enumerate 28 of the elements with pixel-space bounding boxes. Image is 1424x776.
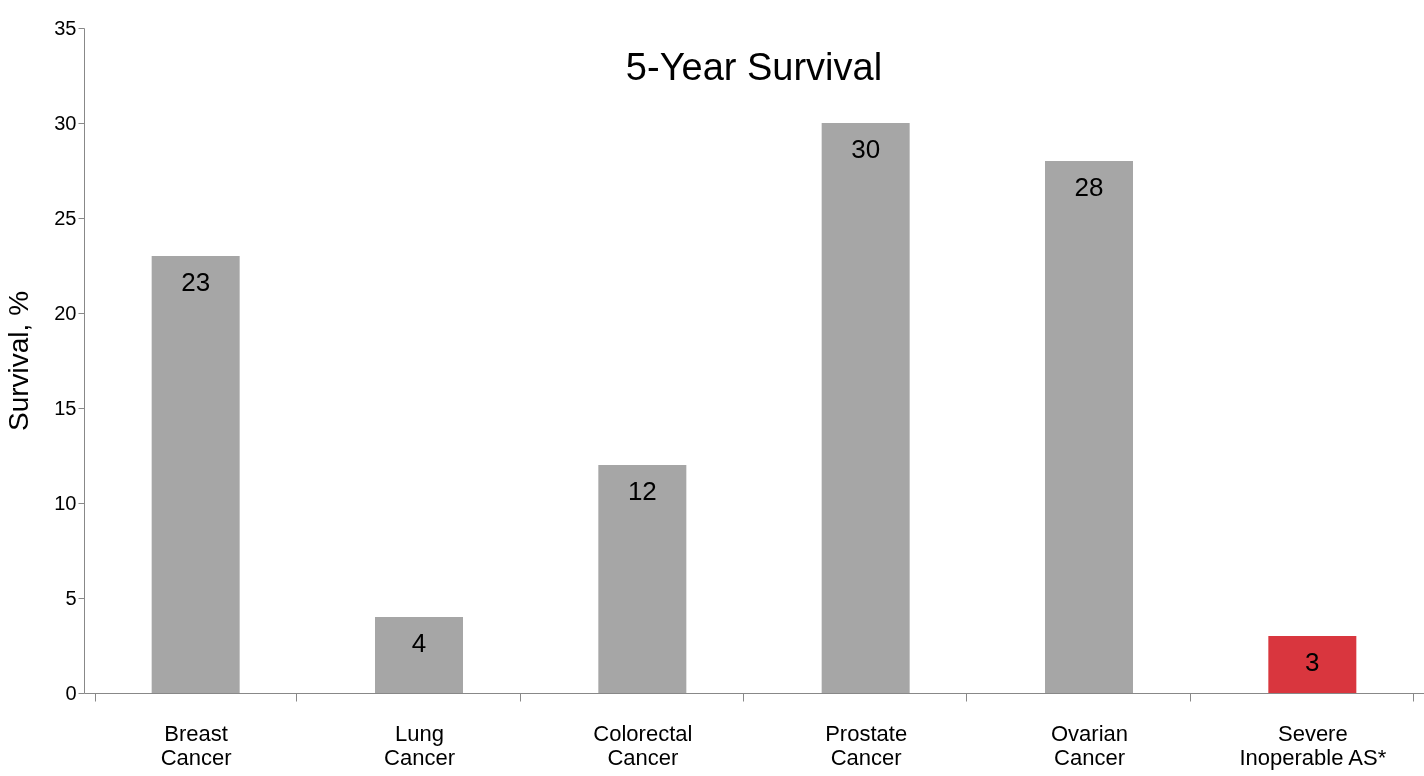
data-label: 12 <box>627 476 657 506</box>
bar <box>1045 161 1133 693</box>
y-tick-label: 35 <box>54 16 77 39</box>
data-label: 4 <box>411 628 427 658</box>
text: 5-Year Survival <box>625 46 883 88</box>
x-tick-label: Lung Cancer <box>384 720 455 770</box>
data-label: 28 <box>1074 172 1104 202</box>
y-tick-label: 20 <box>54 301 77 324</box>
x-tick-label: Colorectal Cancer <box>593 720 693 770</box>
y-tick-label: 15 <box>54 396 77 419</box>
data-label: 3 <box>1305 647 1320 677</box>
data-label: 23 <box>181 267 211 297</box>
bar <box>151 256 240 693</box>
bar <box>821 123 910 693</box>
bar <box>1268 636 1357 693</box>
bar <box>375 617 463 693</box>
x-tick-label: Ovarian Cancer <box>1050 720 1129 770</box>
x-tick-label: Severe Inoperable AS* <box>1239 720 1387 770</box>
y-tick-label: 30 <box>54 111 77 134</box>
y-tick-label: 5 <box>65 586 77 609</box>
bar <box>598 465 687 693</box>
y-tick-label: 10 <box>54 491 77 514</box>
y-axis-title: Survival, % <box>3 290 35 432</box>
x-tick-label: Prostate Cancer <box>825 720 908 770</box>
y-tick-label: 0 <box>65 681 77 704</box>
x-tick-label: Breast Cancer <box>160 720 232 770</box>
y-tick-label: 25 <box>54 206 77 229</box>
data-label: 30 <box>851 134 881 164</box>
